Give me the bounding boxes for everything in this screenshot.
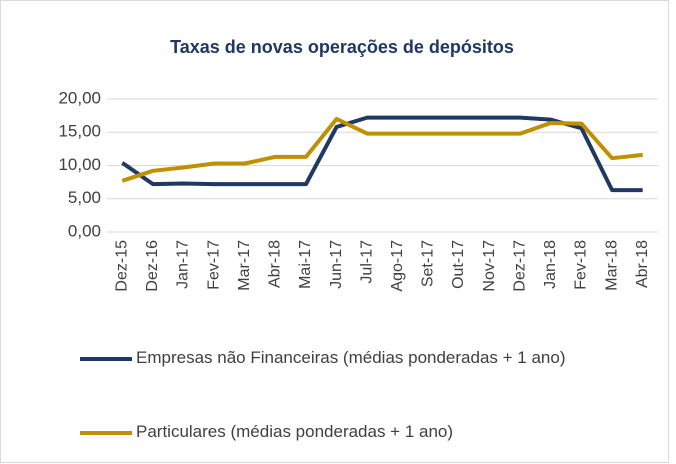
legend-entry: Particulares (médias ponderadas + 1 ano) xyxy=(80,419,636,445)
x-tick-label: Dez-17 xyxy=(511,240,528,292)
x-tick-label: Fev-17 xyxy=(205,240,222,290)
y-tick-label: 0,00 xyxy=(68,221,101,240)
series-line xyxy=(121,116,643,183)
x-tick-label: Set-17 xyxy=(420,240,437,287)
y-tick-label: 15,00 xyxy=(58,122,101,141)
x-tick-label: Out-17 xyxy=(450,240,467,289)
x-tick-label: Dez-15 xyxy=(114,240,131,292)
y-tick-label: 20,00 xyxy=(58,88,101,107)
x-tick-label: Mai-17 xyxy=(297,240,314,289)
y-tick-label: 5,00 xyxy=(68,188,101,207)
x-tick-label: Dez-16 xyxy=(144,240,161,292)
legend-swatch xyxy=(80,357,132,361)
y-tick-label: 10,00 xyxy=(58,155,101,174)
x-tick-label: Mar-18 xyxy=(603,240,620,291)
x-tick-label: Ago-17 xyxy=(389,240,406,292)
x-tick-label: Fev-18 xyxy=(573,240,590,290)
x-tick-label: Abr-18 xyxy=(634,240,651,288)
x-tick-label: Nov-17 xyxy=(481,240,498,292)
x-tick-label: Jul-17 xyxy=(358,240,375,284)
chart-title: Taxas de novas operações de depósitos xyxy=(170,37,514,57)
legend-entry: Empresas não Financeiras (médias pondera… xyxy=(80,345,636,371)
x-tick-label: Jan-18 xyxy=(542,240,559,289)
legend-label: Particulares (médias ponderadas + 1 ano) xyxy=(136,422,454,441)
x-tick-label: Jun-17 xyxy=(328,240,345,289)
legend-label: Empresas não Financeiras (médias pondera… xyxy=(136,348,566,367)
x-tick-label: Jan-17 xyxy=(175,240,192,289)
x-tick-label: Mar-17 xyxy=(236,240,253,291)
legend-swatch xyxy=(80,431,132,435)
x-tick-label: Abr-18 xyxy=(267,240,284,288)
